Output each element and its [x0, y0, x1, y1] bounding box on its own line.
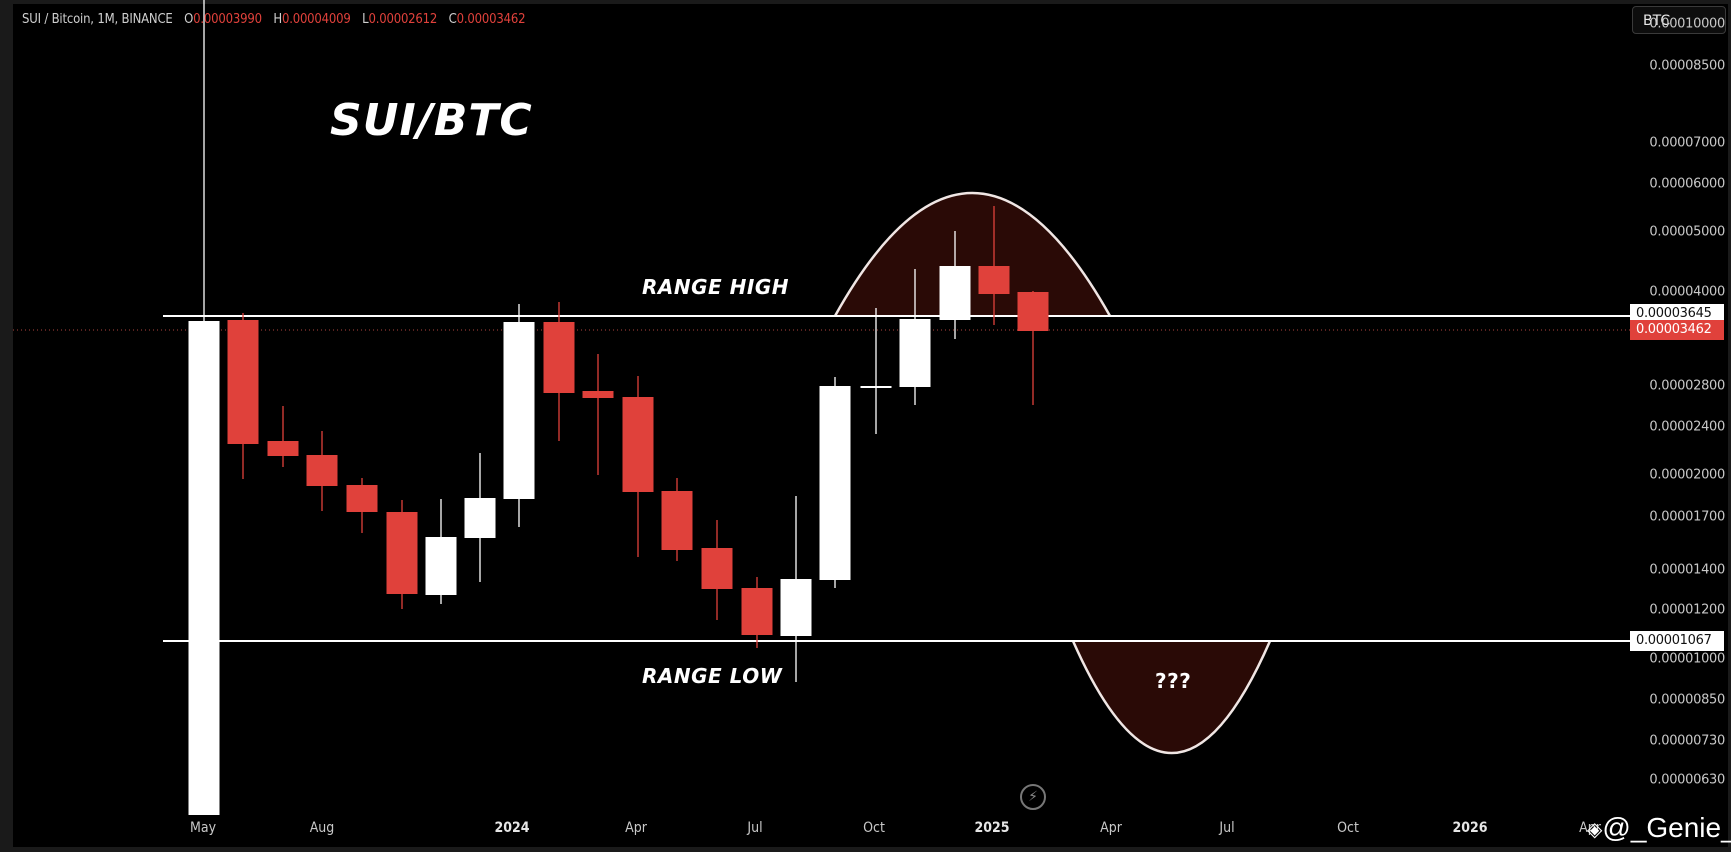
time-tick-label: Apr	[1579, 820, 1601, 836]
ohlc-high-key: H	[273, 12, 282, 27]
candle-2024-03[interactable]	[582, 391, 614, 398]
ohlc-high-value: 0.00004009	[281, 12, 351, 27]
price-tick-label: 0.00001000	[1649, 651, 1725, 667]
price-tick-label: 0.00002000	[1649, 467, 1725, 483]
price-tick-label: 0.00001400	[1649, 562, 1725, 578]
candle-2024-12[interactable]	[939, 266, 971, 320]
candle-2023-12[interactable]	[464, 498, 496, 538]
watermark-handle: @_Genie_	[1602, 812, 1731, 843]
candle-2024-05[interactable]	[661, 491, 693, 550]
candle-2023-10[interactable]	[386, 512, 418, 594]
price-tick-label: 0.00000730	[1649, 733, 1725, 749]
symbol-legend[interactable]: SUI / Bitcoin, 1M, BINANCE O0.00003990 H…	[22, 12, 526, 27]
time-tick-label: 2024	[494, 820, 530, 836]
candle-2024-04[interactable]	[622, 397, 654, 492]
candle-2023-07[interactable]	[267, 441, 299, 456]
price-tick-label: 0.00002800	[1649, 378, 1725, 394]
watermark: ◈@_Genie_	[1587, 812, 1731, 844]
ohlc-close-key: C	[448, 12, 457, 27]
currency-selector[interactable]: BTC	[1632, 6, 1726, 34]
price-tick-label: 0.00001200	[1649, 602, 1725, 618]
chart-pane[interactable]	[13, 4, 1728, 847]
candle-2023-09[interactable]	[346, 485, 378, 512]
price-tick-label: 0.00004000	[1649, 284, 1725, 300]
top-arc-outline	[833, 191, 1112, 317]
last-price-tag: 0.00003462	[1630, 320, 1724, 340]
candle-2024-09[interactable]	[819, 386, 851, 580]
candle-2023-08[interactable]	[306, 455, 338, 486]
time-tick-label: 2026	[1452, 820, 1488, 836]
candle-2024-10[interactable]	[860, 386, 892, 388]
time-tick-label: May	[189, 820, 217, 836]
candle-2024-11[interactable]	[899, 319, 931, 387]
candle-2024-01[interactable]	[503, 322, 535, 499]
candles-group	[188, 0, 1049, 815]
chart-title-annotation: SUI/BTC	[330, 95, 533, 146]
price-tick-label: 0.00000630	[1649, 772, 1725, 788]
ohlc-open-key: O	[184, 12, 194, 27]
time-tick-label: Oct	[863, 820, 885, 836]
time-tick-label: Oct	[1337, 820, 1359, 836]
candle-2025-01[interactable]	[978, 266, 1010, 294]
binance-logo-icon: ◈	[1587, 819, 1603, 842]
question-marks-label: ???	[1155, 669, 1192, 693]
candle-2025-02[interactable]	[1017, 292, 1049, 331]
range-low-label: RANGE LOW	[642, 664, 783, 688]
candle-2024-06[interactable]	[701, 548, 733, 589]
ohlc-low-value: 0.00002612	[368, 12, 438, 27]
range-low-price-tag: 0.00001067	[1630, 631, 1724, 651]
ohlc-close-value: 0.00003462	[456, 12, 526, 27]
ohlc-open-value: 0.00003990	[193, 12, 262, 27]
time-tick-label: Jul	[1219, 820, 1235, 836]
price-tick-label: 0.00005000	[1649, 224, 1725, 240]
candle-2023-05[interactable]	[188, 321, 220, 815]
bottom-arc-outline	[1071, 640, 1272, 755]
price-tick-label: 0.00002400	[1649, 419, 1725, 435]
price-tick-label: 0.00006000	[1649, 176, 1725, 192]
symbol-title: SUI / Bitcoin, 1M, BINANCE	[22, 12, 173, 27]
price-tick-label: 0.00008500	[1649, 58, 1725, 74]
range-high-label: RANGE HIGH	[642, 275, 789, 299]
lightning-icon[interactable]: ⚡	[1020, 784, 1046, 810]
candle-2023-06[interactable]	[227, 320, 259, 444]
ohlc-low-key: L	[362, 12, 369, 27]
range-high-price-tag: 0.00003645	[1630, 304, 1724, 324]
price-tick-label: 0.00001700	[1649, 509, 1725, 525]
price-tick-label: 0.00010000	[1649, 16, 1725, 32]
time-tick-label: Aug	[309, 820, 335, 836]
candle-2023-11[interactable]	[425, 537, 457, 595]
candle-2024-02[interactable]	[543, 322, 575, 393]
price-tick-label: 0.00000850	[1649, 692, 1725, 708]
price-tick-label: 0.00007000	[1649, 135, 1725, 151]
time-tick-label: Apr	[625, 820, 647, 836]
candle-2024-07[interactable]	[741, 588, 773, 635]
time-tick-label: Jul	[747, 820, 763, 836]
candle-2024-08[interactable]	[780, 579, 812, 636]
time-tick-label: 2025	[974, 820, 1010, 836]
time-tick-label: Apr	[1100, 820, 1122, 836]
